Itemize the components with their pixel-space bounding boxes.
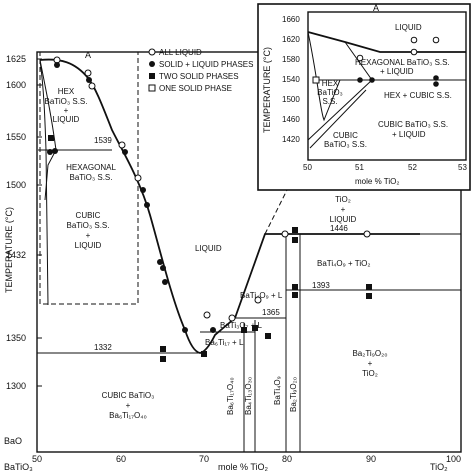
x-tick-50: 50 bbox=[32, 454, 42, 464]
solidus-left bbox=[39, 59, 49, 306]
svg-text:1420: 1420 bbox=[282, 135, 300, 144]
svg-text:1365: 1365 bbox=[262, 308, 280, 317]
svg-text:BaTi₃O₇ + L: BaTi₃O₇ + L bbox=[220, 321, 263, 330]
svg-text:52: 52 bbox=[408, 163, 417, 172]
svg-text:1500: 1500 bbox=[282, 95, 300, 104]
legend: ALL LIQUID SOLID + LIQUID PHASES TWO SOL… bbox=[148, 48, 253, 93]
svg-text:BaTi₄O₉: BaTi₄O₉ bbox=[273, 376, 282, 405]
svg-text:LIQUID: LIQUID bbox=[330, 215, 357, 224]
svg-text:TEMPERATURE (°C): TEMPERATURE (°C) bbox=[262, 47, 272, 133]
svg-text:1620: 1620 bbox=[282, 35, 300, 44]
svg-text:1660: 1660 bbox=[282, 15, 300, 24]
svg-text:1393: 1393 bbox=[312, 281, 330, 290]
svg-text:HEXAGONAL: HEXAGONAL bbox=[66, 163, 116, 172]
legend-filled-square-icon bbox=[149, 73, 155, 79]
x-tick-80: 80 bbox=[282, 454, 292, 464]
svg-text:BaTi₄O₉ + TiO₂: BaTi₄O₉ + TiO₂ bbox=[317, 259, 370, 268]
legend-open-circle-icon bbox=[148, 48, 156, 56]
hex-cubic-boundary bbox=[44, 149, 57, 201]
x-tick-70: 70 bbox=[199, 454, 209, 464]
svg-text:BaTiO₃ S.S.: BaTiO₃ S.S. bbox=[324, 140, 367, 149]
svg-text:1332: 1332 bbox=[94, 343, 112, 352]
svg-text:1446: 1446 bbox=[330, 224, 348, 233]
y-tick-1600: 1600 bbox=[6, 80, 26, 90]
svg-text:CUBIC BaTiO₃ S.S.: CUBIC BaTiO₃ S.S. bbox=[378, 120, 448, 129]
y-axis-title: TEMPERATURE (°C) bbox=[4, 207, 14, 293]
svg-text:A: A bbox=[373, 3, 379, 13]
x-left-label: BaO bbox=[4, 436, 22, 446]
svg-text:53: 53 bbox=[458, 163, 467, 172]
svg-text:BaTiO₃ S.S.: BaTiO₃ S.S. bbox=[67, 221, 110, 230]
marker-a: A bbox=[85, 50, 91, 60]
svg-text:+: + bbox=[341, 205, 346, 214]
svg-text:TiO₂: TiO₂ bbox=[362, 369, 378, 378]
y-tick-1625: 1625 bbox=[6, 54, 26, 64]
svg-text:LIQUID: LIQUID bbox=[195, 244, 222, 253]
x-right-label: TiO₂ bbox=[430, 462, 448, 472]
legend-open-square-icon bbox=[148, 84, 156, 92]
svg-text:BaTiO₃ S.S.: BaTiO₃ S.S. bbox=[45, 97, 88, 106]
solidus-inner bbox=[39, 59, 57, 151]
svg-text:HEXAGONAL BaTiO₃ S.S.: HEXAGONAL BaTiO₃ S.S. bbox=[355, 58, 450, 67]
svg-text:CUBIC: CUBIC bbox=[333, 131, 358, 140]
y-tick-labels: 1625 1600 1550 1500 1432 1350 1300 bbox=[6, 54, 26, 391]
svg-text:BaTiO₃ S.S.: BaTiO₃ S.S. bbox=[70, 173, 113, 182]
svg-text:LIQUID: LIQUID bbox=[395, 23, 422, 32]
svg-text:+: + bbox=[64, 106, 69, 115]
svg-text:1539: 1539 bbox=[94, 136, 112, 145]
y-tick-1300: 1300 bbox=[6, 381, 26, 391]
svg-text:LIQUID: LIQUID bbox=[75, 241, 102, 250]
svg-text:BaTi₄O₉ + L: BaTi₄O₉ + L bbox=[240, 291, 283, 300]
inset-connector bbox=[264, 189, 288, 235]
svg-text:Ba₆Ti₁₇ + L: Ba₆Ti₁₇ + L bbox=[205, 338, 244, 347]
y-tick-1432: 1432 bbox=[6, 250, 26, 260]
svg-text:+: + bbox=[368, 359, 373, 368]
y-tick-1550: 1550 bbox=[6, 132, 26, 142]
y-tick-1350: 1350 bbox=[6, 333, 26, 343]
svg-text:ALL LIQUID: ALL LIQUID bbox=[159, 48, 202, 57]
main-plot-frame bbox=[36, 51, 462, 453]
svg-text:+: + bbox=[86, 231, 91, 240]
x-tick-labels: 50 60 70 80 90 100 bbox=[32, 454, 461, 464]
y-tick-1500: 1500 bbox=[6, 180, 26, 190]
svg-text:S.S.: S.S. bbox=[322, 97, 337, 106]
svg-text:Ba₄Ti₁₃O₃₀: Ba₄Ti₁₃O₃₀ bbox=[244, 377, 253, 415]
svg-text:BaTiO₃: BaTiO₃ bbox=[317, 88, 343, 97]
data-markers bbox=[47, 56, 372, 362]
svg-text:Ba₂Ti₉O₂₀: Ba₂Ti₉O₂₀ bbox=[352, 349, 387, 358]
svg-text:Ba₆Ti₁₇O₄₀: Ba₆Ti₁₇O₄₀ bbox=[226, 377, 235, 415]
svg-text:HEX: HEX bbox=[58, 87, 75, 96]
svg-text:50: 50 bbox=[303, 163, 312, 172]
svg-text:mole % TiO₂: mole % TiO₂ bbox=[355, 177, 399, 186]
svg-text:SOLID + LIQUID PHASES: SOLID + LIQUID PHASES bbox=[159, 60, 253, 69]
x-left-label-2: BaTiO₃ bbox=[4, 462, 33, 472]
svg-text:1540: 1540 bbox=[282, 75, 300, 84]
svg-text:HEX: HEX bbox=[322, 79, 339, 88]
svg-text:+ LIQUID: + LIQUID bbox=[392, 130, 426, 139]
svg-text:51: 51 bbox=[355, 163, 364, 172]
svg-text:1460: 1460 bbox=[282, 115, 300, 124]
x-tick-90: 90 bbox=[366, 454, 376, 464]
svg-text:CUBIC: CUBIC bbox=[76, 211, 101, 220]
svg-text:1580: 1580 bbox=[282, 55, 300, 64]
svg-text:Ba₂Ti₉O₂₀: Ba₂Ti₉O₂₀ bbox=[289, 377, 298, 412]
svg-text:LIQUID: LIQUID bbox=[53, 115, 80, 124]
svg-text:ONE SOLID PHASE: ONE SOLID PHASE bbox=[159, 84, 232, 93]
region-labels: HEX BaTiO₃ S.S. + LIQUID 1539 HEXAGONAL … bbox=[45, 87, 388, 420]
inset-panel: A TEMPERATURE (°C) 1660 1620 1580 1540 1… bbox=[257, 3, 471, 191]
x-axis-title: mole % TiO₂ bbox=[218, 462, 269, 472]
svg-text:CUBIC BaTiO₃: CUBIC BaTiO₃ bbox=[102, 391, 155, 400]
svg-text:+: + bbox=[126, 401, 131, 410]
svg-text:TiO₂: TiO₂ bbox=[335, 195, 351, 204]
legend-filled-circle-icon bbox=[149, 61, 155, 67]
x-tick-60: 60 bbox=[116, 454, 126, 464]
x-tick-100: 100 bbox=[446, 454, 461, 464]
svg-text:TWO SOLID PHASES: TWO SOLID PHASES bbox=[159, 72, 239, 81]
svg-text:Ba₆Ti₁₇O₄₀: Ba₆Ti₁₇O₄₀ bbox=[109, 411, 147, 420]
svg-text:HEX + CUBIC S.S.: HEX + CUBIC S.S. bbox=[384, 91, 452, 100]
svg-text:+ LIQUID: + LIQUID bbox=[380, 67, 414, 76]
